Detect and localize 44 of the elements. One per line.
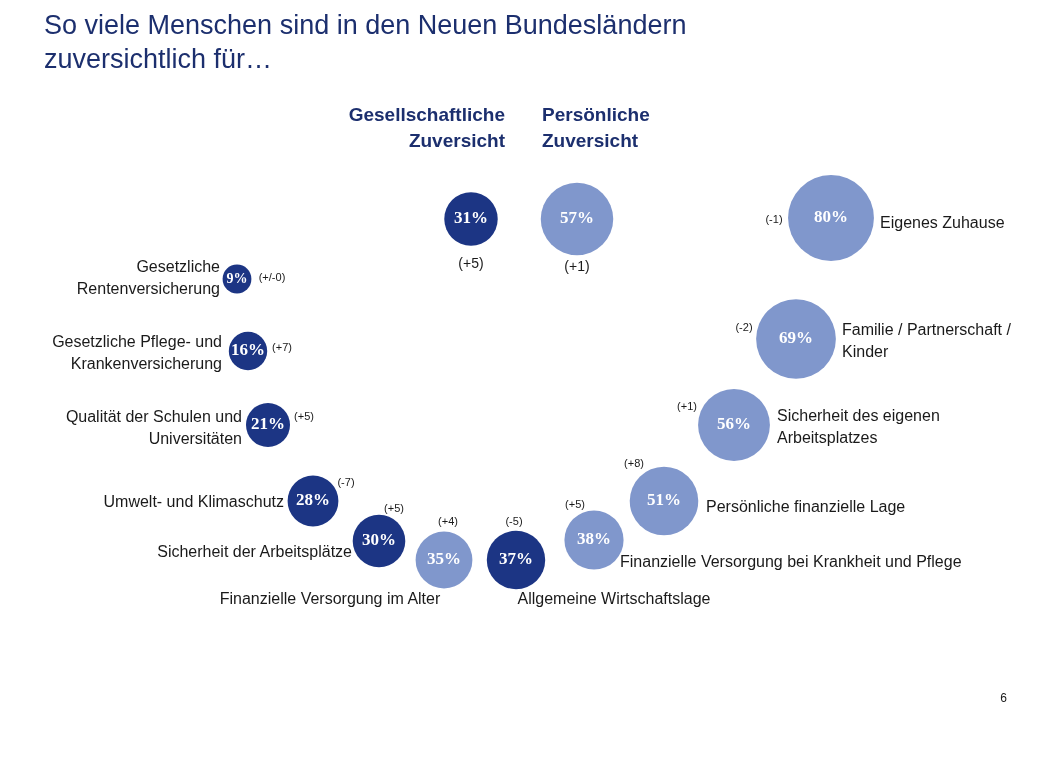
text: (+1) bbox=[564, 258, 590, 274]
category-label: Familie / Partnerschaft / Kinder bbox=[842, 320, 1012, 362]
text: (+5) bbox=[294, 410, 314, 422]
data-label: 69% bbox=[779, 328, 813, 348]
text: (+5) bbox=[565, 498, 585, 510]
category-label: Sicherheit des eigenen Arbeitsplatzes bbox=[777, 406, 941, 448]
text: (-2) bbox=[735, 321, 753, 333]
category-label: Finanzielle Versorgung im Alter bbox=[218, 589, 442, 609]
data-label: 16% bbox=[231, 340, 265, 360]
data-label: 9% bbox=[226, 270, 248, 286]
category-label: Eigenes Zuhause bbox=[880, 213, 1006, 233]
text: (+7) bbox=[272, 341, 292, 353]
text: (+1) bbox=[677, 400, 697, 412]
text: (+4) bbox=[438, 515, 458, 527]
text: (+/-0) bbox=[258, 271, 286, 283]
category-label: Persönliche Zuversicht bbox=[542, 103, 651, 153]
category-label: Persönliche finanzielle Lage bbox=[706, 497, 907, 517]
category-label: Finanzielle Versorgung bei Krankheit und Pflege bbox=[620, 552, 963, 572]
data-label: 35% bbox=[427, 549, 461, 569]
data-label: 30% bbox=[362, 530, 396, 550]
text: So viele Menschen sind in den Neuen Bundesländern zuversichtlich für… bbox=[44, 9, 688, 76]
data-label: 21% bbox=[251, 414, 285, 434]
text: (+5) bbox=[458, 255, 484, 271]
data-label: 80% bbox=[814, 207, 848, 227]
data-label: 31% bbox=[454, 208, 488, 228]
text: (-1) bbox=[765, 213, 783, 225]
text: (+8) bbox=[624, 457, 644, 469]
data-label: 56% bbox=[717, 414, 751, 434]
data-label: 51% bbox=[647, 490, 681, 510]
text: (-5) bbox=[505, 515, 523, 527]
text: (-7) bbox=[337, 476, 355, 488]
category-label: Sicherheit der Arbeitsplätze bbox=[156, 542, 352, 562]
category-label: Gesetzliche Pflege- und Krankenversicherung bbox=[51, 332, 222, 374]
category-label: Qualität der Schulen und Universitäten bbox=[64, 407, 242, 449]
data-label: 57% bbox=[560, 208, 594, 228]
category-label: Allgemeine Wirtschaftslage bbox=[516, 589, 712, 609]
category-label: Gesellschaftliche Zuversicht bbox=[347, 103, 505, 153]
text: 6 bbox=[1000, 691, 1007, 705]
category-label: Umwelt- und Klimaschutz bbox=[102, 492, 284, 512]
category-label: Gesetzliche Rentenversicherung bbox=[75, 257, 220, 299]
data-label: 37% bbox=[499, 549, 533, 569]
text: (+5) bbox=[384, 502, 404, 514]
data-label: 38% bbox=[577, 529, 611, 549]
data-label: 28% bbox=[296, 490, 330, 510]
